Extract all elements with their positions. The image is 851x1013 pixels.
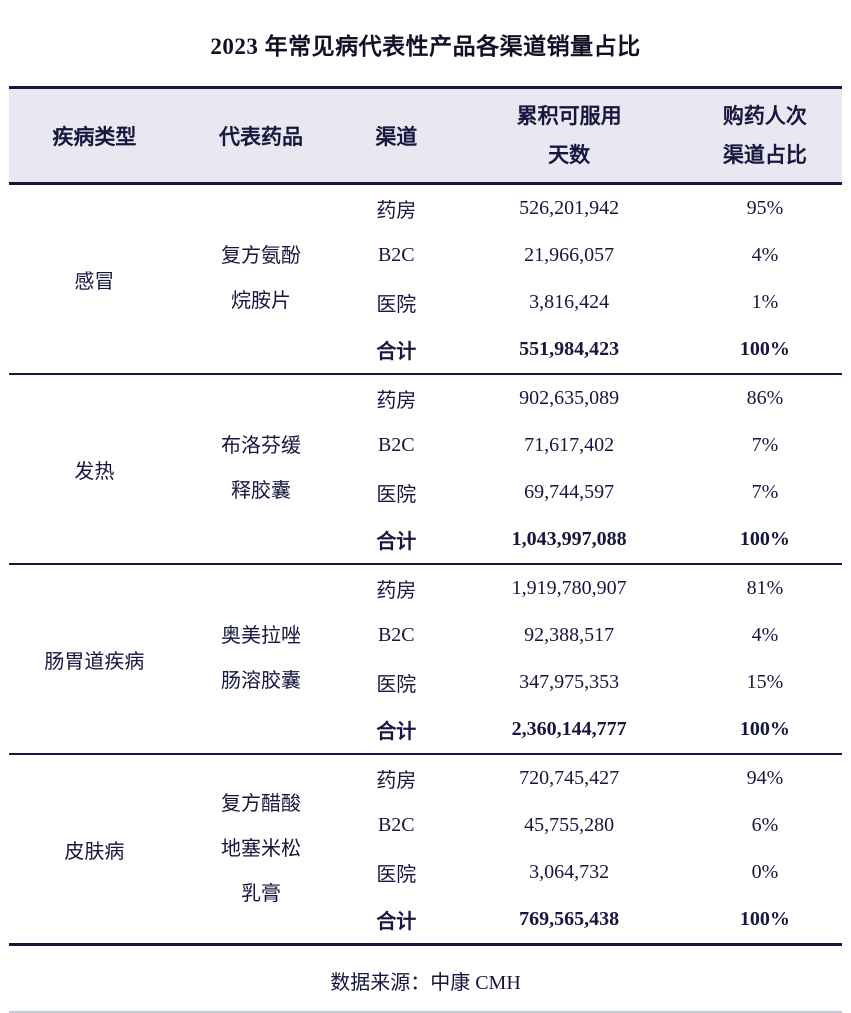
drug-cell: 复方氨酚 烷胺片 (220, 245, 301, 312)
days-cell: 45,755,280 (524, 814, 615, 836)
days-cell: 902,635,089 (519, 387, 620, 409)
share-cell: 86% (746, 387, 784, 409)
header-days: 累积可服用 天数 (450, 87, 688, 185)
channel-cell: B2C (377, 434, 415, 456)
header-row: 疾病类型 代表药品 渠道 累积可服用 天数 购药人次 渠道占比 (9, 87, 842, 185)
total-row: 合计 769,565,438 100% (9, 896, 842, 945)
days-cell: 3,064,732 (529, 861, 610, 883)
share-cell: 94% (746, 767, 784, 789)
channel-cell: 药房 (376, 580, 417, 602)
share-cell: 4% (751, 244, 779, 266)
days-cell: 1,919,780,907 (511, 577, 627, 599)
share-cell: 100% (739, 528, 790, 550)
drug-cell: 复方醋酸 地塞米松 乳膏 (220, 792, 301, 905)
table-row: 皮肤病 复方醋酸 地塞米松 乳膏 药房 720,745,427 94% (9, 754, 842, 905)
header-disease-type: 疾病类型 (9, 87, 180, 185)
drug-cell: 奥美拉唑 肠溶胶囊 (220, 625, 301, 692)
header-drug: 代表药品 (179, 87, 343, 185)
table-row: 肠胃道疾病 奥美拉唑 肠溶胶囊 药房 1,919,780,907 81% (9, 564, 842, 692)
share-cell: 81% (746, 577, 784, 599)
channel-cell: 医院 (376, 864, 417, 886)
channel-cell: 合计 (376, 911, 417, 933)
table-row: 发热 布洛芬缓 释胶囊 药房 902,635,089 86% (9, 374, 842, 502)
share-cell: 100% (739, 718, 790, 740)
table-row: 医院 347,975,353 15% (9, 659, 842, 706)
table-row: B2C 21,966,057 4% (9, 232, 842, 279)
table-row: B2C 71,617,402 7% (9, 422, 842, 469)
share-cell: 4% (751, 624, 779, 646)
days-cell: 526,201,942 (519, 197, 620, 219)
channel-cell: 合计 (376, 721, 417, 743)
channel-cell: B2C (377, 814, 415, 836)
share-cell: 100% (739, 338, 790, 360)
table-row: 医院 3,064,732 0% (9, 849, 842, 896)
channel-cell: 医院 (376, 674, 417, 696)
channel-cell: B2C (377, 624, 415, 646)
share-cell: 95% (746, 197, 784, 219)
sales-share-table: 疾病类型 代表药品 渠道 累积可服用 天数 购药人次 渠道占比 感冒 复方氨酚 … (9, 86, 842, 946)
total-row: 合计 1,043,997,088 100% (9, 516, 842, 564)
share-cell: 7% (751, 434, 779, 456)
share-cell: 6% (751, 814, 779, 836)
header-channel: 渠道 (342, 87, 451, 185)
channel-cell: 合计 (376, 341, 417, 363)
disease-cell: 肠胃道疾病 (44, 650, 145, 673)
group-fever: 发热 布洛芬缓 释胶囊 药房 902,635,089 86% B2C 71,61… (9, 374, 842, 564)
data-source: 数据来源：中康 CMH (9, 946, 842, 1013)
channel-cell: 药房 (376, 770, 417, 792)
days-cell: 92,388,517 (524, 624, 615, 646)
table-row: 医院 3,816,424 1% (9, 279, 842, 326)
channel-cell: B2C (377, 244, 415, 266)
total-row: 合计 2,360,144,777 100% (9, 706, 842, 754)
channel-cell: 合计 (376, 531, 417, 553)
channel-cell: 医院 (376, 484, 417, 506)
days-cell: 551,984,423 (519, 338, 620, 360)
channel-cell: 医院 (376, 294, 417, 316)
header-share: 购药人次 渠道占比 (687, 87, 842, 185)
share-cell: 7% (751, 481, 779, 503)
table-row: B2C 45,755,280 6% (9, 802, 842, 849)
share-cell: 15% (746, 671, 784, 693)
channel-cell: 药房 (376, 200, 417, 222)
days-cell: 347,975,353 (519, 671, 620, 693)
share-cell: 0% (751, 861, 779, 883)
days-cell: 3,816,424 (529, 291, 610, 313)
days-cell: 769,565,438 (519, 908, 620, 930)
days-cell: 720,745,427 (519, 767, 620, 789)
group-gastro: 肠胃道疾病 奥美拉唑 肠溶胶囊 药房 1,919,780,907 81% B2C… (9, 564, 842, 754)
share-cell: 100% (739, 908, 790, 930)
days-cell: 2,360,144,777 (511, 718, 627, 740)
share-cell: 1% (751, 291, 779, 313)
drug-cell: 布洛芬缓 释胶囊 (220, 435, 301, 502)
group-cold: 感冒 复方氨酚 烷胺片 药房 526,201,942 95% B2C 21,96… (9, 184, 842, 375)
disease-cell: 感冒 (74, 270, 115, 293)
channel-cell: 药房 (376, 390, 417, 412)
table-row: B2C 92,388,517 4% (9, 612, 842, 659)
group-skin: 皮肤病 复方醋酸 地塞米松 乳膏 药房 720,745,427 94% B2C … (9, 754, 842, 945)
days-cell: 1,043,997,088 (511, 528, 627, 550)
total-row: 合计 551,984,423 100% (9, 326, 842, 374)
table-row: 医院 69,744,597 7% (9, 469, 842, 516)
days-cell: 71,617,402 (524, 434, 615, 456)
table-title: 2023 年常见病代表性产品各渠道销量占比 (210, 34, 641, 59)
days-cell: 69,744,597 (524, 481, 615, 503)
days-cell: 21,966,057 (524, 244, 615, 266)
disease-cell: 发热 (74, 460, 115, 483)
table-row: 感冒 复方氨酚 烷胺片 药房 526,201,942 95% (9, 184, 842, 312)
table-header: 疾病类型 代表药品 渠道 累积可服用 天数 购药人次 渠道占比 (9, 87, 842, 185)
disease-cell: 皮肤病 (64, 840, 125, 863)
